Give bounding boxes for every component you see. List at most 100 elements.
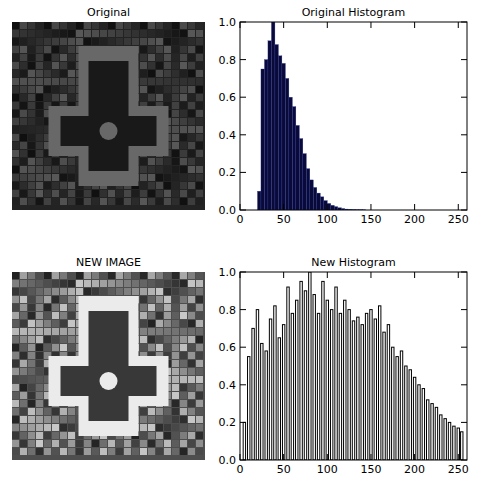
image-block [140, 22, 147, 29]
image-block [100, 272, 107, 279]
image-block [196, 424, 203, 431]
image-block [172, 408, 179, 415]
image-block [68, 296, 75, 303]
image-block [20, 22, 27, 29]
y-tick [461, 172, 467, 173]
image-block [60, 54, 67, 61]
image-block [28, 38, 35, 45]
image-block [116, 190, 123, 197]
image-block [28, 54, 35, 61]
image-block [28, 94, 35, 101]
image-block [20, 440, 27, 447]
image-block [28, 328, 35, 335]
hist-bar [271, 22, 274, 210]
image-block [180, 134, 187, 141]
bar [256, 310, 258, 460]
image-block [164, 158, 171, 165]
hist-bar [261, 69, 264, 210]
image-block [44, 70, 51, 77]
image-block [196, 376, 203, 383]
image-block [172, 280, 179, 287]
image-block [188, 150, 195, 157]
figure: OriginalOriginal Histogram05010015020025… [0, 0, 482, 485]
bar [387, 325, 389, 460]
image-block [140, 94, 147, 101]
bar [431, 404, 433, 460]
image-block [44, 312, 51, 319]
image-block [196, 70, 203, 77]
image-block [108, 272, 115, 279]
image-block [12, 182, 19, 189]
image-block [140, 296, 147, 303]
image-block [180, 328, 187, 335]
image-block [60, 70, 67, 77]
image-block [44, 78, 51, 85]
image-block [100, 198, 107, 205]
image-block [12, 368, 19, 375]
image-block [44, 280, 51, 287]
image-block [140, 30, 147, 37]
image-block [180, 86, 187, 93]
image-block [180, 416, 187, 423]
image-block [148, 182, 155, 189]
image-block [188, 424, 195, 431]
image-block [28, 376, 35, 383]
y-tick [240, 309, 246, 310]
bar [339, 313, 341, 460]
hist-bar [299, 139, 302, 210]
hist-bar [306, 169, 309, 210]
image-block [28, 142, 35, 149]
image [12, 272, 205, 460]
image-block [20, 272, 27, 279]
chart-title: New Histogram [311, 256, 396, 269]
image-block [188, 432, 195, 439]
image-block [124, 22, 131, 29]
image-block [188, 448, 195, 455]
image-block [36, 392, 43, 399]
image-block [148, 280, 155, 287]
image-block [60, 416, 67, 423]
image-block [100, 440, 107, 447]
bar [357, 317, 359, 460]
image-block [36, 126, 43, 133]
image-block [148, 408, 155, 415]
image-block [164, 408, 171, 415]
image-block [164, 344, 171, 351]
image-block [140, 182, 147, 189]
image-block [196, 384, 203, 391]
image-block [28, 352, 35, 359]
image-block [20, 190, 27, 197]
image-block [92, 22, 99, 29]
image-block [172, 126, 179, 133]
image-block [140, 174, 147, 181]
image-block [188, 272, 195, 279]
image-block [28, 198, 35, 205]
image-block [132, 190, 139, 197]
hist-bar [268, 41, 271, 210]
image-block [188, 38, 195, 45]
image-block [76, 38, 83, 45]
image-block [44, 86, 51, 93]
image-block [148, 320, 155, 327]
image-block [28, 432, 35, 439]
image-block [148, 190, 155, 197]
image-block [164, 288, 171, 295]
image-block [36, 182, 43, 189]
image-block [164, 174, 171, 181]
image-block [108, 448, 115, 455]
image-block [196, 296, 203, 303]
x-tick-label: 200 [404, 463, 425, 476]
image-block [156, 30, 163, 37]
image-block [68, 448, 75, 455]
image-block [28, 320, 35, 327]
image-block [196, 94, 203, 101]
image-block [60, 296, 67, 303]
bar [309, 272, 311, 460]
image-block [172, 296, 179, 303]
y-tick [240, 422, 246, 423]
image-block [164, 328, 171, 335]
image-block [180, 190, 187, 197]
image-block [172, 312, 179, 319]
image-block [140, 288, 147, 295]
image-block [188, 54, 195, 61]
